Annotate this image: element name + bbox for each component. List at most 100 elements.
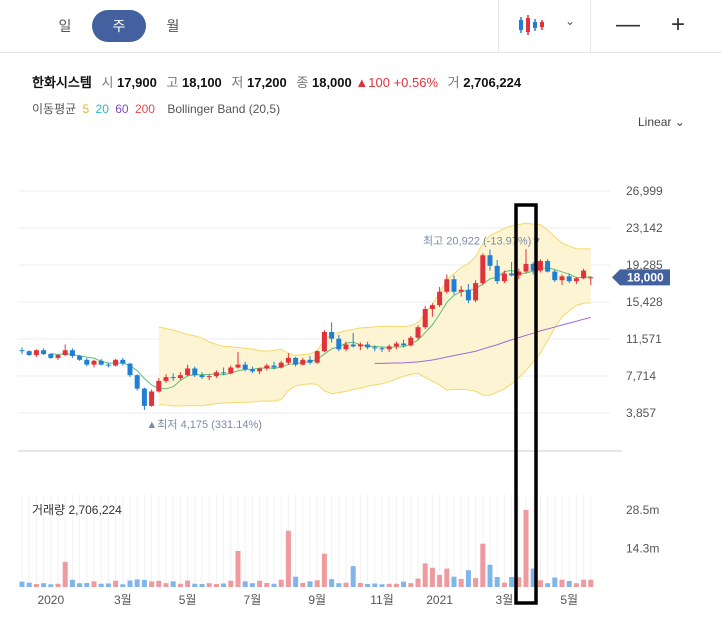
candle-body xyxy=(329,332,335,339)
volume-bar xyxy=(350,566,356,587)
candle-body xyxy=(545,261,551,272)
volume-bar xyxy=(480,543,486,587)
zoom-out-button[interactable]: — xyxy=(616,11,640,38)
candle-body xyxy=(300,359,306,365)
ma-20[interactable]: 20 xyxy=(95,102,109,116)
ma-label: 이동평균 xyxy=(32,102,77,116)
candle-body xyxy=(69,350,75,356)
volume-bar xyxy=(559,579,565,587)
ma-60[interactable]: 60 xyxy=(115,102,129,116)
candle-body xyxy=(473,283,479,301)
volume-bar xyxy=(465,570,471,587)
volume-bar xyxy=(185,580,191,587)
candle-body xyxy=(62,350,68,356)
price-tick-label: 3,857 xyxy=(626,406,656,420)
stock-name: 한화시스템 xyxy=(32,75,92,90)
volume-bar xyxy=(588,579,594,587)
volume-bar xyxy=(343,582,349,587)
volume-bar xyxy=(523,509,529,587)
toolbar: 일 주 월 ⌄ — + xyxy=(0,0,722,53)
candle-body xyxy=(221,372,227,374)
volume-bar xyxy=(149,581,155,587)
candle-body xyxy=(523,263,529,272)
volume-bar xyxy=(105,583,111,587)
volume-bar xyxy=(235,551,241,587)
volume-bar xyxy=(314,580,320,587)
volume-bar xyxy=(91,581,97,587)
candle-body xyxy=(235,364,241,368)
candle-body xyxy=(307,359,313,363)
x-axis-label: 3월 xyxy=(114,593,132,607)
tab-weekly[interactable]: 주 xyxy=(92,10,146,42)
candle-body xyxy=(228,367,234,374)
candle-body xyxy=(530,263,536,271)
open-value: 17,900 xyxy=(117,75,157,90)
candle-body xyxy=(566,276,572,282)
volume-bar xyxy=(393,583,399,587)
volume-bar xyxy=(581,579,587,587)
price-tick-label: 26,999 xyxy=(626,184,663,198)
chart-type-selector[interactable]: ⌄ xyxy=(498,0,591,52)
scale-selector[interactable]: Linear ⌄ xyxy=(638,115,685,129)
candlestick-icon xyxy=(519,15,544,35)
ma-200[interactable]: 200 xyxy=(134,102,155,116)
low-value: 17,200 xyxy=(247,75,287,90)
last-price-label: 18,000 xyxy=(627,270,664,284)
candle-body xyxy=(177,375,183,379)
volume-bar xyxy=(573,583,579,587)
tab-daily[interactable]: 일 xyxy=(58,18,72,34)
highlight-box xyxy=(514,203,538,605)
candle-body xyxy=(480,255,486,284)
candle-body xyxy=(559,276,565,281)
candle-body xyxy=(408,337,414,346)
price-summary: 한화시스템 시 17,900 고 18,100 저 17,200 종 18,00… xyxy=(32,72,521,91)
candle-body xyxy=(120,359,126,364)
volume-bar xyxy=(134,579,140,587)
volume-tick-label: 14.3m xyxy=(626,541,659,555)
x-axis-label: 2021 xyxy=(426,593,453,607)
volume-bar xyxy=(48,584,54,587)
bollinger-label[interactable]: Bollinger Band (20,5) xyxy=(167,102,281,116)
volume-bar xyxy=(127,580,133,587)
chevron-down-icon: ⌄ xyxy=(565,14,576,28)
tab-monthly[interactable]: 월 xyxy=(166,18,180,34)
price-tick-label: 19,285 xyxy=(626,258,663,272)
candle-body xyxy=(444,279,450,292)
volume-bar xyxy=(206,583,212,587)
volume-bar xyxy=(437,574,443,587)
volume-bar xyxy=(199,584,205,587)
volume-bar xyxy=(177,583,183,587)
candle-body xyxy=(501,273,507,282)
volume-bar xyxy=(156,580,162,587)
candle-body xyxy=(141,388,147,406)
low-marker-label: ▲최저 4,175 (331.14%) xyxy=(146,418,262,431)
change-percent: +0.56% xyxy=(393,75,439,90)
candle-body xyxy=(458,289,464,292)
ma-5[interactable]: 5 xyxy=(82,102,90,116)
candle-body xyxy=(192,368,198,376)
zoom-in-button[interactable]: + xyxy=(670,11,685,38)
candle-body xyxy=(509,273,515,276)
price-tick-label: 15,428 xyxy=(626,295,663,309)
candle-body xyxy=(350,344,356,347)
candle-body xyxy=(494,265,500,282)
volume-bar xyxy=(516,577,522,587)
candle-body xyxy=(386,346,392,350)
volume-bar xyxy=(19,581,25,587)
volume-bar xyxy=(321,553,327,587)
candle-body xyxy=(271,365,277,368)
volume-bar xyxy=(192,583,198,587)
candle-body xyxy=(77,355,83,360)
volume-tick-label: 28.5m xyxy=(626,503,659,517)
candle-body xyxy=(26,351,32,356)
volume-label: 거 xyxy=(447,75,460,90)
candle-body xyxy=(379,348,385,350)
volume-bar xyxy=(113,580,119,587)
indicator-legend: 이동평균 5 20 60 200 Bollinger Band (20,5) xyxy=(32,100,283,117)
candle-body xyxy=(156,380,162,392)
volume-bar xyxy=(213,584,219,587)
volume-bar xyxy=(69,579,75,587)
high-marker-label: 최고 20,922 (-13.97%)▼ xyxy=(423,234,542,247)
candle-body xyxy=(264,365,270,369)
